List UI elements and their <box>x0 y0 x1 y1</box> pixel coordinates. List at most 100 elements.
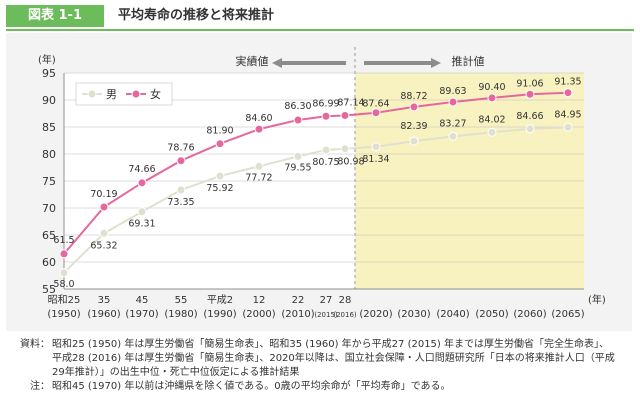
projection-label: 推計値 <box>452 54 485 68</box>
y-tick-label: 75 <box>42 175 56 188</box>
x-tick-label: (1960) <box>87 309 120 320</box>
life-expectancy-chart: 556065707580859095(年)(年)昭和25(1950)35(196… <box>38 47 606 320</box>
y-tick-label: 80 <box>42 148 56 161</box>
x-tick-label: (2010) <box>281 309 314 320</box>
source-line: 昭和25 (1950) 年は厚生労働省「簡易生命表」、昭和35 (1960) 年… <box>52 339 610 350</box>
male-data-label: 84.02 <box>478 114 505 125</box>
male-data-point <box>563 122 573 132</box>
male-data-point <box>254 161 264 171</box>
y-tick-label: 60 <box>42 256 56 269</box>
female-data-label: 86.99 <box>312 98 339 109</box>
female-data-point <box>409 102 419 112</box>
notes: 資料： 昭和25 (1950) 年は厚生労働省「簡易生命表」、昭和35 (196… <box>8 338 634 394</box>
x-tick-label: 12 <box>253 295 266 306</box>
male-data-point <box>99 228 109 238</box>
source-line: 29年推計）」の出生中位・死亡中位仮定による推計結果 <box>52 367 300 378</box>
male-data-point <box>525 124 535 134</box>
female-data-label: 61.5 <box>53 235 74 246</box>
x-tick-label: (1990) <box>203 309 236 320</box>
female-data-label: 91.35 <box>554 77 581 88</box>
figure-title: 平均寿命の推移と将来推計 <box>118 8 275 23</box>
female-data-point <box>448 97 458 107</box>
y-tick-label: 85 <box>42 121 56 134</box>
female-data-label: 78.76 <box>167 143 194 154</box>
male-data-label: 58.0 <box>53 279 74 290</box>
female-data-label: 70.19 <box>90 189 117 200</box>
x-tick-label: (2065) <box>551 309 584 320</box>
x-tick-label: (2000) <box>242 309 275 320</box>
male-data-label: 81.34 <box>362 154 389 165</box>
legend-male-label: 男 <box>106 88 117 101</box>
y-tick-label: 95 <box>42 67 56 80</box>
note-label: 注： <box>30 381 50 392</box>
x-tick-label: (2015) <box>314 311 338 319</box>
female-data-point <box>563 88 573 98</box>
male-data-label: 84.95 <box>554 109 581 120</box>
y-tick-label: 55 <box>42 283 56 296</box>
male-data-point <box>487 127 497 137</box>
male-data-label: 84.66 <box>516 111 543 122</box>
x-tick-label: (2030) <box>397 309 430 320</box>
female-data-label: 81.90 <box>206 126 233 137</box>
legend-box <box>75 82 173 106</box>
y-tick-label: 65 <box>42 229 56 242</box>
male-data-label: 69.31 <box>128 219 155 230</box>
male-data-label: 80.98 <box>337 157 364 168</box>
female-data-label: 87.14 <box>337 97 364 108</box>
female-data-label: 90.40 <box>478 82 505 93</box>
male-data-label: 82.39 <box>400 121 427 132</box>
source-line: 平成28 (2016) 年は厚生労働省「簡易生命表」、2020年以降は、国立社会… <box>52 353 615 364</box>
legend-female-marker <box>131 89 141 99</box>
footnote: 注： 昭和45 (1970) 年以前は沖縄県を除く値である。0歳の平均余命が「平… <box>8 380 634 394</box>
female-data-point <box>487 93 497 103</box>
source-note: 資料： 昭和25 (1950) 年は厚生労働省「簡易生命表」、昭和35 (196… <box>8 338 634 380</box>
figure-badge: 図表 1-1 <box>6 5 104 27</box>
x-tick-label: 35 <box>98 295 111 306</box>
male-data-label: 83.27 <box>439 118 466 129</box>
male-data-label: 80.75 <box>312 157 339 168</box>
x-tick-label: 平成2 <box>207 294 233 306</box>
female-data-label: 87.64 <box>362 99 389 110</box>
y-tick-label: 90 <box>42 94 56 107</box>
note-text: 昭和45 (1970) 年以前は沖縄県を除く値である。0歳の平均余命が「平均寿命… <box>52 381 451 392</box>
legend-female-label: 女 <box>150 87 161 101</box>
male-data-label: 73.35 <box>167 197 194 208</box>
female-data-point <box>321 111 331 121</box>
female-data-point <box>176 156 186 166</box>
y-unit-label: (年) <box>38 53 56 66</box>
female-data-point <box>371 108 381 118</box>
x-tick-label: (2050) <box>475 309 508 320</box>
x-tick-label: 27 <box>320 295 333 306</box>
x-tick-label: 昭和25 <box>48 294 81 306</box>
male-data-point <box>448 131 458 141</box>
male-data-point <box>371 142 381 152</box>
male-data-label: 77.72 <box>245 172 272 183</box>
male-data-label: 65.32 <box>90 240 117 251</box>
legend-male-marker <box>87 89 97 99</box>
female-data-point <box>99 202 109 212</box>
x-tick-label: 28 <box>339 295 352 306</box>
x-tick-label: (2060) <box>513 309 546 320</box>
female-data-point <box>525 89 535 99</box>
female-data-label: 86.30 <box>284 101 311 112</box>
x-tick-label: (2016) <box>333 311 357 319</box>
x-tick-label: (2040) <box>436 309 469 320</box>
male-data-point <box>59 268 69 278</box>
x-tick-label: (1950) <box>47 309 80 320</box>
header-rule <box>6 29 634 31</box>
figure-header: 図表 1-1 平均寿命の推移と将来推計 <box>0 0 640 31</box>
male-data-point <box>137 207 147 217</box>
male-data-label: 79.55 <box>284 162 311 173</box>
source-label: 資料： <box>20 339 50 350</box>
female-data-label: 88.72 <box>400 91 427 102</box>
female-data-point <box>293 115 303 125</box>
x-tick-label: (1970) <box>125 309 158 320</box>
female-data-point <box>215 139 225 149</box>
x-tick-label: (2020) <box>359 309 392 320</box>
male-data-point <box>176 185 186 195</box>
male-data-point <box>215 171 225 181</box>
female-data-label: 74.66 <box>128 164 155 175</box>
male-data-label: 75.92 <box>206 183 233 194</box>
male-data-point <box>293 151 303 161</box>
chart-panel: 55 60 65 70 75 80 85 90 95 (年) (年) 昭和25 (1950) 35 (196… <box>6 33 632 331</box>
